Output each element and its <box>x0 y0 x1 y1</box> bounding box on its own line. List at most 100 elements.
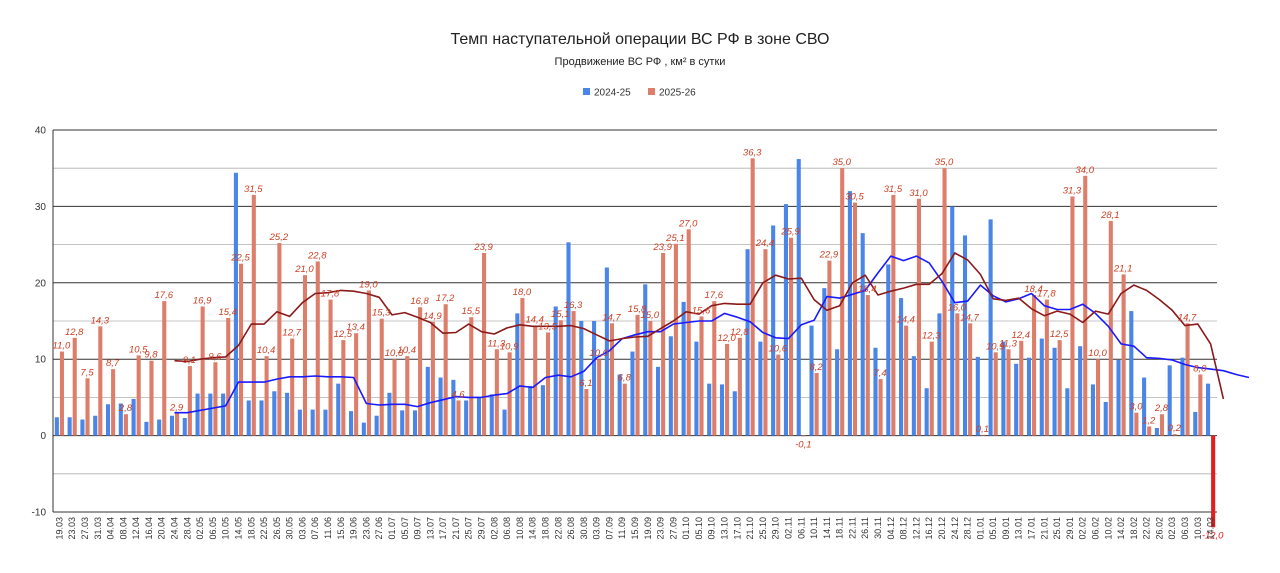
x-tick-label: 16.12 <box>924 517 934 540</box>
data-label-2025-26: 11,0 <box>53 341 72 352</box>
bar-2025-26 <box>904 325 909 436</box>
bar-2025-26 <box>801 435 806 437</box>
bar-2024-25 <box>464 400 469 436</box>
bar-2025-26 <box>456 400 461 436</box>
data-label-2025-26: 12,8 <box>730 327 749 338</box>
bar-2024-25 <box>489 394 494 436</box>
bar-2025-26 <box>597 359 602 436</box>
bar-2024-25 <box>1014 363 1019 436</box>
bar-2025-26 <box>1121 274 1126 436</box>
x-tick-label: 06.03 <box>1180 517 1190 540</box>
y-axis: -10 0 10 20 30 40 <box>32 126 47 519</box>
x-tick-label: 27.09 <box>668 517 678 540</box>
bar-2024-25 <box>285 392 290 436</box>
bar-2024-25 <box>745 249 750 436</box>
x-tick-label: 29.10 <box>771 517 781 540</box>
x-tick-label: 28.04 <box>182 517 192 540</box>
bar-2024-25 <box>937 313 942 436</box>
bar-2024-25 <box>835 349 840 436</box>
x-tick-label: 13.07 <box>425 517 435 540</box>
x-tick-label: 08.04 <box>118 517 128 540</box>
x-tick-label: 03.09 <box>592 517 602 540</box>
bar-2025-26 <box>482 253 487 436</box>
bar-2024-25 <box>131 398 136 436</box>
x-tick-label: 13.01 <box>1014 517 1024 540</box>
x-tick-label: 19.09 <box>643 517 653 540</box>
data-label-2025-26: 14,9 <box>423 311 442 322</box>
x-tick-label: 11.09 <box>617 517 627 539</box>
bar-2024-25 <box>630 351 635 436</box>
data-label-2025-26: 28,1 <box>1100 210 1120 221</box>
data-label-2025-26: 13,5 <box>538 321 557 332</box>
bar-2025-26 <box>763 249 768 436</box>
legend-swatch-2025-26 <box>648 88 655 95</box>
data-label-2025-26: 22,8 <box>307 250 327 261</box>
bar-2024-25 <box>758 341 763 436</box>
bar-2025-26 <box>533 325 538 436</box>
x-tick-label: 31.03 <box>93 517 103 540</box>
data-label-2025-26: 17,6 <box>155 290 174 301</box>
bar-2025-26 <box>545 332 551 436</box>
bar-2024-25 <box>1142 377 1147 436</box>
bar-2025-26 <box>98 326 103 436</box>
x-tick-label: 13.10 <box>720 517 730 540</box>
bar-2024-25 <box>1129 311 1134 436</box>
data-label-2025-26: 12,0 <box>717 333 736 344</box>
x-tick-label: 14.11 <box>822 517 832 539</box>
bar-2025-26 <box>852 202 858 436</box>
bar-2024-25 <box>566 242 571 436</box>
data-label-2025-26: 12,4 <box>1012 330 1031 341</box>
x-tick-label: 09.01 <box>1001 517 1011 540</box>
bar-2025-26 <box>1134 412 1139 436</box>
data-label-2025-26: 12,5 <box>1050 329 1069 340</box>
bar-2024-25 <box>553 306 558 436</box>
x-tick-label: 24.12 <box>950 517 960 540</box>
bar-2024-25 <box>1078 346 1083 436</box>
bar-2025-26 <box>175 413 180 436</box>
data-label-2025-26: 23,9 <box>473 242 493 253</box>
bar-2024-25 <box>361 422 366 436</box>
legend-swatch-2024-25 <box>583 88 590 95</box>
data-labels: 11,0 12,8 7,5 14,3 8,7 2,8 10,59,8 17,6 2,9 9,1 16… <box>53 147 1225 541</box>
bar-2025-26 <box>699 316 704 436</box>
data-label-2025-26: 4,6 <box>451 389 465 400</box>
bar-2025-26 <box>1019 340 1024 436</box>
data-label-2025-26: 18,4 <box>1024 284 1043 295</box>
bar-2024-25 <box>1052 347 1057 436</box>
y-tick-label: 10 <box>35 355 47 366</box>
data-label-2025-26: 21,0 <box>294 264 314 275</box>
x-tick-label: 27.06 <box>374 517 384 540</box>
data-label-2025-26: 31,3 <box>1063 185 1082 196</box>
bar-2025-26 <box>392 359 397 436</box>
bar-2025-26 <box>571 311 576 436</box>
data-label-2025-26: 16,0 <box>948 302 967 313</box>
data-label-2025-26: 35,0 <box>832 157 851 168</box>
x-tick-label: 05.01 <box>988 517 998 540</box>
data-label-2025-26: 15,1 <box>551 309 570 320</box>
bar-2025-26 <box>213 362 218 436</box>
x-tick-label: 19.03 <box>54 517 64 540</box>
x-tick-label: 30.08 <box>579 517 589 540</box>
data-label-2025-26: 30,5 <box>845 192 864 203</box>
x-tick-label: 19.06 <box>349 517 359 540</box>
bar-2025-26 <box>865 295 870 436</box>
bar-2024-25 <box>118 403 123 436</box>
bar-2025-26 <box>520 298 525 436</box>
data-label-2025-26: 22,9 <box>819 250 839 261</box>
data-label-2025-26: 25,2 <box>269 232 289 243</box>
bar-2025-26 <box>187 366 192 436</box>
bar-2024-25 <box>1193 411 1198 436</box>
x-tick-label: 26.05 <box>272 517 282 540</box>
x-tick-label: 18.05 <box>246 517 256 540</box>
x-tick-label: 26.02 <box>1154 517 1164 540</box>
x-tick-label: 25.10 <box>758 517 768 540</box>
bar-2025-26 <box>1147 426 1152 436</box>
bar-2025-26 <box>290 338 295 436</box>
data-label-2025-26: 24,4 <box>755 238 775 249</box>
bar-2024-25 <box>1154 427 1159 436</box>
bar-2024-25 <box>93 415 98 436</box>
data-label-2025-26: 25,9 <box>780 227 800 238</box>
bar-2024-25 <box>80 419 85 436</box>
bar-2025-26 <box>494 349 499 436</box>
x-tick-label: 01.10 <box>681 517 691 540</box>
